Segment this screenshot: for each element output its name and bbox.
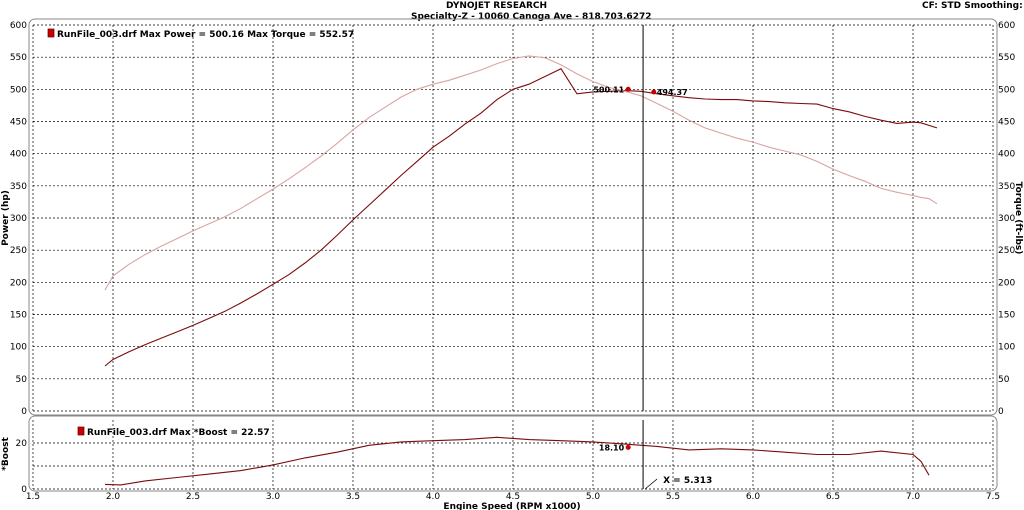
- y-tick-label-left: 100: [10, 343, 27, 353]
- x-tick-label: 6.5: [826, 492, 840, 502]
- boost-y-tick-label: 20: [16, 439, 28, 449]
- x-tick-label: 1.5: [26, 492, 40, 502]
- boost-legend-swatch: [77, 426, 85, 436]
- x-tick-label: 7.0: [906, 492, 921, 502]
- y-tick-label-left: 200: [10, 278, 27, 288]
- boost-legend-label: RunFile_003.drf Max *Boost = 22.57: [87, 428, 270, 438]
- cursor-pointer: [644, 478, 658, 490]
- y-tick-label-right: 400: [998, 150, 1015, 160]
- y-tick-label-left: 0: [21, 407, 27, 417]
- boost-y-tick-label: 0: [21, 485, 27, 495]
- y-tick-label-right: 250: [998, 246, 1015, 256]
- x-tick-label: 5.0: [586, 492, 601, 502]
- x-tick-label: 7.5: [986, 492, 1000, 502]
- boost-marker-point: [625, 444, 631, 450]
- y-tick-label-right: 600: [998, 21, 1015, 31]
- chart-title: DYNOJET RESEARCH: [446, 1, 548, 11]
- y-tick-label-left: 50: [16, 375, 28, 385]
- x-tick-label: 2.0: [106, 492, 121, 502]
- y-tick-label-left: 250: [10, 246, 27, 256]
- y-tick-label-left: 500: [10, 85, 27, 95]
- chart-subtitle: Specialty-Z - 10060 Canoga Ave - 818.703…: [411, 12, 652, 22]
- y-axis-label-left: Power (hp): [1, 190, 11, 246]
- x-tick-label: 5.5: [666, 492, 680, 502]
- marker-label: 500.11: [593, 85, 624, 94]
- x-tick-label: 3.0: [266, 492, 281, 502]
- y-tick-label-right: 350: [998, 182, 1015, 192]
- y-tick-label-right: 300: [998, 214, 1015, 224]
- x-tick-label: 4.0: [426, 492, 441, 502]
- x-tick-label: 4.5: [506, 492, 520, 502]
- x-tick-label: 2.5: [186, 492, 200, 502]
- y-tick-label-right: 100: [998, 343, 1015, 353]
- series-line-power: [104, 67, 938, 367]
- y-tick-label-right: 50: [998, 375, 1010, 385]
- y-tick-label-left: 550: [10, 53, 27, 63]
- y-tick-label-left: 450: [10, 118, 27, 128]
- y-tick-label-right: 550: [998, 53, 1015, 63]
- x-tick-label: 6.0: [746, 492, 761, 502]
- boost-axis-label: *Boost: [1, 437, 11, 471]
- x-tick-label: 3.5: [346, 492, 360, 502]
- y-tick-label-left: 150: [10, 311, 27, 321]
- main-panel-frame: [28, 18, 998, 416]
- y-tick-label-left: 350: [10, 182, 27, 192]
- y-axis-label-right: Torque (ft-lbs): [1013, 182, 1023, 255]
- y-tick-label-right: 0: [998, 407, 1004, 417]
- y-tick-label-right: 150: [998, 311, 1015, 321]
- y-tick-label-right: 200: [998, 278, 1015, 288]
- legend-label: RunFile_003.drf Max Power = 500.16 Max T…: [57, 30, 354, 40]
- cursor-readout: X = 5.313: [663, 476, 712, 486]
- settings-readout: CF: STD Smoothing: 5: [922, 1, 1024, 11]
- marker-point: [651, 89, 657, 95]
- y-tick-label-left: 600: [10, 21, 27, 31]
- series-line-boost: [104, 436, 930, 486]
- series-line-torque: [104, 55, 938, 291]
- marker-label: 494.37: [657, 88, 688, 97]
- boost-panel-frame: [28, 415, 998, 492]
- marker-point: [625, 86, 631, 92]
- legend-swatch: [47, 28, 55, 38]
- y-tick-label-right: 450: [998, 118, 1015, 128]
- y-tick-label-left: 400: [10, 150, 27, 160]
- y-tick-label-right: 500: [998, 85, 1015, 95]
- y-tick-label-left: 300: [10, 214, 27, 224]
- boost-marker-label: 18.10: [599, 443, 625, 452]
- x-axis-label: Engine Speed (RPM x1000): [443, 502, 580, 510]
